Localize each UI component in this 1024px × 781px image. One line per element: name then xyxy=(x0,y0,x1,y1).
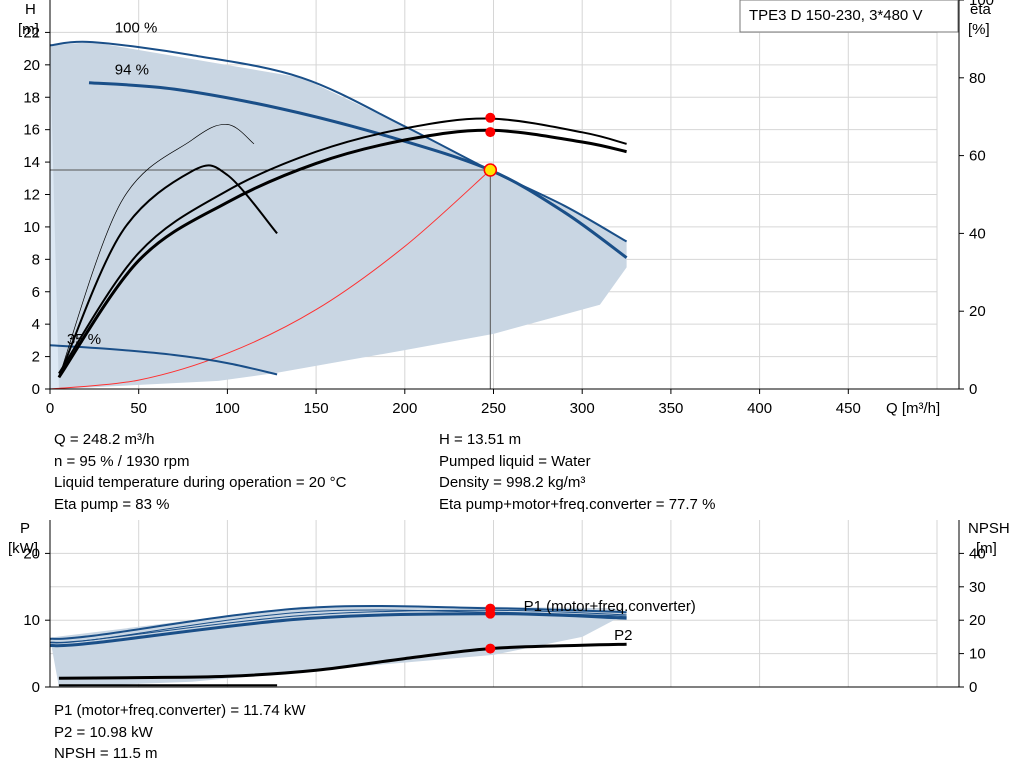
head-efficiency-chart: 0 2 4 6 8 10 12 14 16 18 20 22 0 20 40 60 80 100 0 50 100 150… xyxy=(18,0,994,417)
y-tick-label-right: 100 xyxy=(969,0,994,9)
y-tick-label-right: 40 xyxy=(969,225,986,242)
eta-total-marker xyxy=(485,127,496,138)
title-box xyxy=(739,0,959,33)
y-tick-label-right: 60 xyxy=(969,148,986,165)
y-tick-label-left: 8 xyxy=(32,251,40,268)
curve-label: 35 % xyxy=(67,331,101,348)
info-top-left: Q = 248.2 m³/h n = 95 % / 1930 rpm Liqui… xyxy=(54,429,346,515)
p1-label: P1 (motor+freq.converter) xyxy=(524,598,696,615)
y-tick-label-left: 22 xyxy=(23,24,40,41)
p2-thin-curve xyxy=(49,609,627,643)
p1-curve xyxy=(49,604,627,640)
y-axis-label-right-name: eta xyxy=(970,1,992,18)
y-tick-label-right: 20 xyxy=(969,612,986,629)
y-tick-label-right: 40 xyxy=(969,545,986,562)
x-tick-label: 250 xyxy=(481,400,506,417)
x-tick-label: 300 xyxy=(570,400,595,417)
info-flow: Q = 248.2 m³/h xyxy=(54,431,155,448)
y-tick-label-left: 10 xyxy=(23,612,40,629)
p2-curve xyxy=(49,612,627,648)
chart-title: TPE3 D 150-230, 3*480 V xyxy=(749,7,922,24)
p2-label: P2 xyxy=(614,627,632,644)
operating-range xyxy=(50,42,627,389)
curve-label: 94 % xyxy=(115,62,149,79)
y-tick-label-right: 0 xyxy=(969,381,977,398)
curve-label: 100 % xyxy=(115,20,158,37)
y-axis-label-left-unit: [m] xyxy=(18,21,39,38)
info-density: Density = 998.2 kg/m³ xyxy=(439,474,586,491)
eta-reduced-thin-curve xyxy=(58,124,255,378)
y-tick-label-right: 10 xyxy=(969,646,986,663)
x-tick-label: 0 xyxy=(46,400,54,417)
info-liquid-temp: Liquid temperature during operation = 20… xyxy=(54,474,347,491)
power-npsh-chart: 0 10 20 0 10 20 30 40 P [kW] NPSH [m] P1 (motor+freq… xyxy=(8,520,1010,696)
y-tick-label-right: 0 xyxy=(969,679,977,696)
eta-pump-curve xyxy=(58,117,627,374)
y-tick-label-right: 30 xyxy=(969,579,986,596)
info-p1: P1 (motor+freq.converter) = 11.74 kW xyxy=(54,702,306,719)
x-tick-label: 150 xyxy=(304,400,329,417)
eta-total-curve xyxy=(57,128,627,379)
y-axis-label-left-name: H xyxy=(25,1,36,18)
power-marker xyxy=(485,608,496,619)
x-tick-label: 100 xyxy=(215,400,240,417)
y-tick-label-left: 12 xyxy=(23,187,40,204)
info-bottom: P1 (motor+freq.converter) = 11.74 kW P2 … xyxy=(54,700,306,765)
info-top-right: H = 13.51 m Pumped liquid = Water Densit… xyxy=(439,429,715,515)
x-tick-label: 450 xyxy=(836,400,861,417)
y-axis-label-left-unit: [kW] xyxy=(8,540,38,557)
x-tick-label: 200 xyxy=(392,400,417,417)
duty-point-marker xyxy=(483,163,498,177)
x-tick-label: 350 xyxy=(658,400,683,417)
power-marker xyxy=(485,643,496,654)
y-axis-label-right-unit: [%] xyxy=(968,21,990,38)
y-axis-label-left-name: P xyxy=(20,520,30,537)
head-100-curve xyxy=(49,40,628,243)
head-35-curve xyxy=(49,344,278,376)
npsh-curve xyxy=(58,642,627,680)
y-tick-label-left: 0 xyxy=(32,679,40,696)
info-speed: n = 95 % / 1930 rpm xyxy=(54,452,190,470)
x-tick-label: 50 xyxy=(130,400,147,417)
info-head: H = 13.51 m xyxy=(439,431,522,448)
y-tick-label-left: 4 xyxy=(32,316,40,333)
y-tick-label-left: 20 xyxy=(23,545,40,562)
y-tick-label-left: 16 xyxy=(23,122,40,139)
y-tick-label-left: 14 xyxy=(23,154,40,171)
y-axis-label-right-name: NPSH xyxy=(968,520,1010,537)
system-curve xyxy=(49,169,491,390)
x-tick-label: 400 xyxy=(747,400,772,417)
info-eta-total: Eta pump+motor+freq.converter = 77.7 % xyxy=(439,495,716,513)
head-94-curve xyxy=(88,81,628,259)
eta-pump-marker xyxy=(485,112,496,123)
y-tick-label-left: 20 xyxy=(23,57,40,74)
y-axis-label-right-unit: [m] xyxy=(976,540,997,557)
y-tick-label-left: 2 xyxy=(32,349,40,366)
y-tick-label-left: 6 xyxy=(32,284,40,301)
info-pumped-liquid: Pumped liquid = Water xyxy=(439,452,591,470)
info-p2: P2 = 10.98 kW xyxy=(54,723,153,741)
y-tick-label-left: 0 xyxy=(32,381,40,398)
info-npsh: NPSH = 11.5 m xyxy=(54,745,158,762)
x-axis-label: Q [m³/h] xyxy=(886,400,940,417)
y-tick-label-right: 20 xyxy=(969,303,986,320)
eta-reduced-curve xyxy=(57,164,278,378)
info-eta-pump: Eta pump = 83 % xyxy=(54,495,170,513)
y-tick-label-left: 18 xyxy=(23,89,40,106)
y-tick-label-left: 10 xyxy=(23,219,40,236)
y-tick-label-right: 80 xyxy=(969,70,986,87)
